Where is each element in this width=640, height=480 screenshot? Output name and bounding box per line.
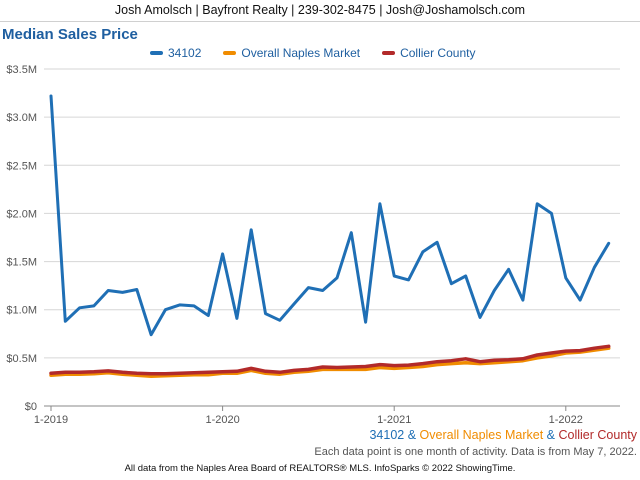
- subtitle-sep-2: &: [543, 428, 559, 442]
- y-tick-label: $3.0M: [6, 112, 37, 124]
- series-line-34102: [49, 94, 611, 337]
- y-tick-label: $1.5M: [6, 257, 37, 269]
- legend-label-34102: 34102: [168, 46, 202, 60]
- legend-label-collier-county: Collier County: [400, 46, 476, 60]
- x-tick-label: 1-2021: [377, 414, 411, 426]
- legend-item-34102[interactable]: 34102: [150, 46, 201, 60]
- legend-swatch-34102: [150, 51, 163, 55]
- chart-legend: 34102 Overall Naples Market Collier Coun…: [150, 45, 475, 61]
- footer-attribution: All data from the Naples Area Board of R…: [124, 463, 516, 474]
- subtitle-part-naples-market: Overall Naples Market: [419, 428, 544, 442]
- data-note: Each data point is one month of activity…: [314, 446, 637, 458]
- legend-swatch-naples-market: [223, 51, 237, 55]
- header-contact-bar: Josh Amolsch | Bayfront Realty | 239-302…: [0, 0, 640, 22]
- y-tick-label: $2.0M: [6, 208, 37, 220]
- subtitle-sep-1: &: [404, 428, 420, 442]
- y-tick-label: $2.5M: [6, 160, 37, 172]
- legend-item-collier-county[interactable]: Collier County: [382, 46, 475, 60]
- chart-subtitle: 34102 & Overall Naples Market & Collier …: [369, 428, 637, 442]
- y-tick-label: $0: [25, 401, 37, 413]
- y-tick-label: $3.5M: [6, 64, 37, 76]
- legend-swatch-collier-county: [382, 51, 396, 55]
- legend-label-naples-market: Overall Naples Market: [241, 46, 361, 60]
- chart-title: Median Sales Price: [2, 26, 138, 43]
- y-tick-label: $0.5M: [6, 353, 37, 365]
- series-line-overall-naples-market: [49, 346, 611, 378]
- x-tick-label: 1-2022: [549, 414, 583, 426]
- x-tick-label: 1-2019: [34, 414, 68, 426]
- y-tick-label: $1.0M: [6, 305, 37, 317]
- subtitle-part-collier-county: Collier County: [558, 428, 637, 442]
- legend-item-naples-market[interactable]: Overall Naples Market: [223, 46, 360, 60]
- header-contact-text: Josh Amolsch | Bayfront Realty | 239-302…: [114, 3, 526, 17]
- x-tick-label: 1-2020: [205, 414, 239, 426]
- series-line-collier-county: [49, 344, 611, 376]
- subtitle-part-34102: 34102: [369, 428, 405, 442]
